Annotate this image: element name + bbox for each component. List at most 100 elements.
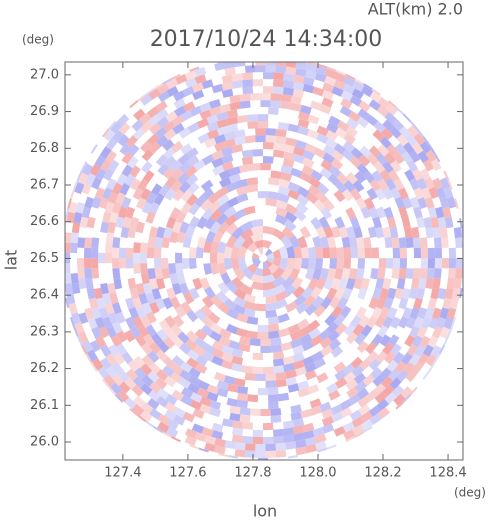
echo-cell (265, 380, 277, 388)
echo-cell (65, 242, 71, 254)
echo-cell (391, 237, 400, 249)
echo-cell (427, 206, 438, 219)
echo-cell (207, 312, 221, 325)
echo-cell (419, 168, 431, 181)
echo-cell (375, 153, 388, 166)
echo-cell (328, 338, 342, 351)
echo-cell (86, 349, 98, 362)
echo-cell (111, 361, 124, 374)
echo-cell (241, 267, 254, 280)
echo-cell (416, 177, 428, 190)
echo-cell (137, 325, 149, 338)
echo-cell (366, 350, 379, 363)
echo-cell (295, 366, 307, 377)
echo-cell (277, 185, 291, 196)
echo-cell (226, 397, 238, 407)
echo-cell (409, 196, 420, 209)
echo-cell (249, 93, 261, 101)
echo-cell (231, 245, 240, 259)
echo-cell (293, 432, 305, 442)
echo-cell (427, 258, 436, 269)
echo-cell (231, 434, 243, 443)
echo-cell (211, 348, 224, 359)
echo-cell (243, 205, 256, 216)
echo-cell (327, 236, 337, 249)
echo-cell (446, 278, 455, 289)
echo-cell (117, 390, 130, 403)
echo-cell (343, 76, 356, 87)
echo-cell (147, 268, 156, 280)
echo-cell (163, 336, 176, 349)
echo-cell (388, 368, 401, 381)
echo-cell (211, 355, 224, 367)
echo-cell (319, 336, 333, 349)
echo-cell (360, 324, 373, 337)
echo-cell (345, 436, 356, 443)
echo-cell (371, 333, 384, 347)
echo-cell (266, 252, 275, 259)
echo-cell (307, 62, 318, 66)
echo-cell (353, 372, 367, 385)
echo-cell (398, 237, 407, 249)
echo-cell (360, 411, 373, 423)
echo-cell (200, 198, 213, 212)
echo-cell (372, 287, 382, 300)
echo-cell (319, 103, 332, 115)
echo-cell (287, 383, 300, 393)
echo-cell (268, 401, 279, 409)
echo-cell (305, 443, 317, 454)
echo-cell (386, 144, 399, 157)
echo-cell (303, 294, 316, 308)
echo-cell (193, 159, 206, 172)
echo-cell (169, 207, 181, 220)
echo-cell (145, 420, 155, 428)
echo-cell (99, 357, 112, 370)
echo-cell (102, 378, 110, 388)
echo-cell (255, 128, 266, 136)
echo-cell (324, 75, 337, 86)
echo-cell (197, 133, 210, 144)
echo-cell (211, 422, 224, 433)
echo-cell (138, 292, 149, 305)
echo-cell (422, 344, 434, 357)
echo-cell (360, 206, 372, 219)
echo-cell (171, 389, 184, 401)
echo-cell (174, 305, 187, 318)
echo-cell (319, 267, 330, 280)
echo-cell (216, 126, 229, 136)
echo-cell (393, 393, 406, 406)
echo-cell (374, 391, 387, 404)
echo-cell (91, 307, 102, 320)
echo-cell (281, 226, 295, 240)
echo-cell (278, 245, 289, 259)
echo-cell (377, 325, 389, 338)
echo-cell (61, 268, 64, 278)
echo-cell (359, 145, 372, 158)
echo-cell (290, 167, 303, 178)
echo-cell (430, 216, 440, 229)
y-axis-label: lat (2, 250, 21, 271)
echo-cell (129, 178, 141, 191)
echo-cell (76, 335, 83, 346)
echo-cell (343, 179, 356, 193)
echo-cell (242, 79, 253, 88)
echo-cell (147, 350, 160, 363)
echo-cell (188, 216, 200, 229)
echo-cell (78, 278, 87, 290)
echo-cell (156, 116, 170, 129)
echo-cell (166, 426, 179, 438)
echo-cell (416, 288, 425, 300)
echo-cell (273, 351, 285, 360)
echo-cell (287, 189, 300, 200)
echo-cell (396, 369, 409, 382)
echo-cell (316, 182, 330, 195)
echo-cell (326, 444, 337, 450)
echo-cell (399, 247, 407, 259)
echo-cell (201, 79, 214, 90)
echo-cell (238, 343, 251, 353)
echo-cell (366, 187, 378, 201)
echo-cell (321, 416, 334, 427)
echo-cell (342, 140, 356, 153)
echo-cell (117, 206, 128, 219)
echo-cell (124, 397, 137, 410)
